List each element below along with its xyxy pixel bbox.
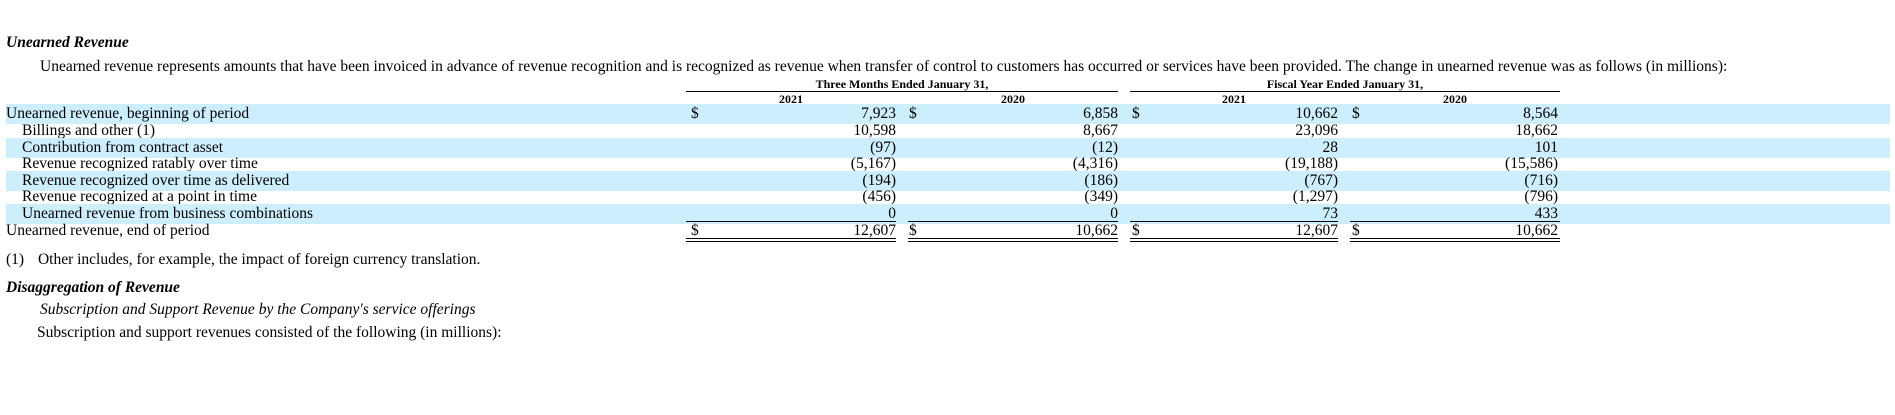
value-cell: 10,598 <box>853 122 896 139</box>
group-header-three-months: Three Months Ended January 31, <box>815 77 989 91</box>
row-label: Revenue recognized at a point in time <box>22 188 257 205</box>
footnote: (1) Other includes, for example, the imp… <box>6 251 480 269</box>
table-row: Unearned revenue from business combinati… <box>6 204 1890 224</box>
total-double-rule <box>908 238 1118 242</box>
footnote-marker: (1) <box>6 251 25 268</box>
value-cell: 10,662 <box>1515 222 1558 239</box>
table-row: Contribution from contract asset (97) (1… <box>6 138 1890 158</box>
value-cell: 12,607 <box>853 222 896 239</box>
value-cell: 6,858 <box>1083 105 1118 122</box>
service-offerings-subheading: Subscription and Support Revenue by the … <box>40 301 476 318</box>
unearned-revenue-intro: Unearned revenue represents amounts that… <box>40 58 1728 75</box>
subtotal-rule <box>908 221 1118 222</box>
value-cell: (1,297) <box>1292 188 1338 205</box>
group-header-rule-fiscal-year <box>1130 91 1560 92</box>
row-label: Unearned revenue, beginning of period <box>6 105 250 122</box>
value-cell: 433 <box>1534 205 1558 222</box>
value-cell: (796) <box>1524 188 1558 205</box>
unearned-revenue-heading: Unearned Revenue <box>6 34 129 51</box>
total-double-rule <box>686 238 896 242</box>
currency-symbol: $ <box>1132 105 1140 122</box>
year-header: 2020 <box>1001 92 1025 106</box>
year-header: 2021 <box>1222 92 1246 106</box>
value-cell: (716) <box>1524 172 1558 189</box>
value-cell: (5,167) <box>850 155 896 172</box>
subtotal-rule <box>1350 221 1560 222</box>
value-cell: (349) <box>1084 188 1118 205</box>
year-header: 2020 <box>1443 92 1467 106</box>
subtotal-rule <box>686 221 896 222</box>
group-header-rule-three-months <box>686 91 1118 92</box>
total-double-rule <box>1350 238 1560 242</box>
table-row: Unearned revenue, beginning of period $ … <box>6 104 1890 124</box>
currency-symbol: $ <box>1352 222 1360 239</box>
currency-symbol: $ <box>691 105 699 122</box>
value-cell: (456) <box>862 188 896 205</box>
value-cell: (767) <box>1304 172 1338 189</box>
value-cell: 28 <box>1322 139 1339 156</box>
row-label: Unearned revenue, end of period <box>6 222 210 239</box>
currency-symbol: $ <box>909 105 917 122</box>
subscription-intro: Subscription and support revenues consis… <box>37 324 502 341</box>
value-cell: 0 <box>888 205 896 222</box>
value-cell: 101 <box>1534 139 1558 156</box>
table-row: Revenue recognized ratably over time (5,… <box>6 154 1890 174</box>
value-cell: 7,923 <box>861 105 896 122</box>
group-header-fiscal-year: Fiscal Year Ended January 31, <box>1266 77 1424 91</box>
currency-symbol: $ <box>909 222 917 239</box>
value-cell: 8,667 <box>1083 122 1118 139</box>
row-label: Revenue recognized over time as delivere… <box>22 172 290 189</box>
disaggregation-heading: Disaggregation of Revenue <box>6 279 180 296</box>
currency-symbol: $ <box>691 222 699 239</box>
value-cell: (97) <box>870 139 896 156</box>
value-cell: (186) <box>1084 172 1118 189</box>
currency-symbol: $ <box>1132 222 1140 239</box>
currency-symbol: $ <box>1352 105 1360 122</box>
row-label: Contribution from contract asset <box>22 139 224 156</box>
footnote-text: Other includes, for example, the impact … <box>37 251 481 268</box>
row-label: Revenue recognized ratably over time <box>22 155 258 172</box>
value-cell: (194) <box>862 172 896 189</box>
subtotal-rule <box>1130 221 1338 222</box>
value-cell: 18,662 <box>1515 122 1558 139</box>
table-row: Revenue recognized at a point in time (4… <box>6 187 1890 207</box>
table-row: Unearned revenue, end of period $ 12,607… <box>6 221 1890 241</box>
table-row: Billings and other (1) 10,598 8,667 23,0… <box>6 121 1890 141</box>
value-cell: 73 <box>1322 205 1339 222</box>
value-cell: 10,662 <box>1075 222 1118 239</box>
value-cell: 23,096 <box>1295 122 1338 139</box>
value-cell: 10,662 <box>1295 105 1338 122</box>
value-cell: 8,564 <box>1523 105 1558 122</box>
value-cell: (19,188) <box>1285 155 1338 172</box>
year-header: 2021 <box>779 92 803 106</box>
row-label: Unearned revenue from business combinati… <box>22 205 313 222</box>
table-row: Revenue recognized over time as delivere… <box>6 171 1890 191</box>
value-cell: 12,607 <box>1295 222 1338 239</box>
value-cell: 0 <box>1110 205 1118 222</box>
value-cell: (15,586) <box>1505 155 1558 172</box>
value-cell: (12) <box>1092 139 1118 156</box>
total-double-rule <box>1130 238 1338 242</box>
value-cell: (4,316) <box>1072 155 1118 172</box>
row-label: Billings and other (1) <box>22 122 156 139</box>
